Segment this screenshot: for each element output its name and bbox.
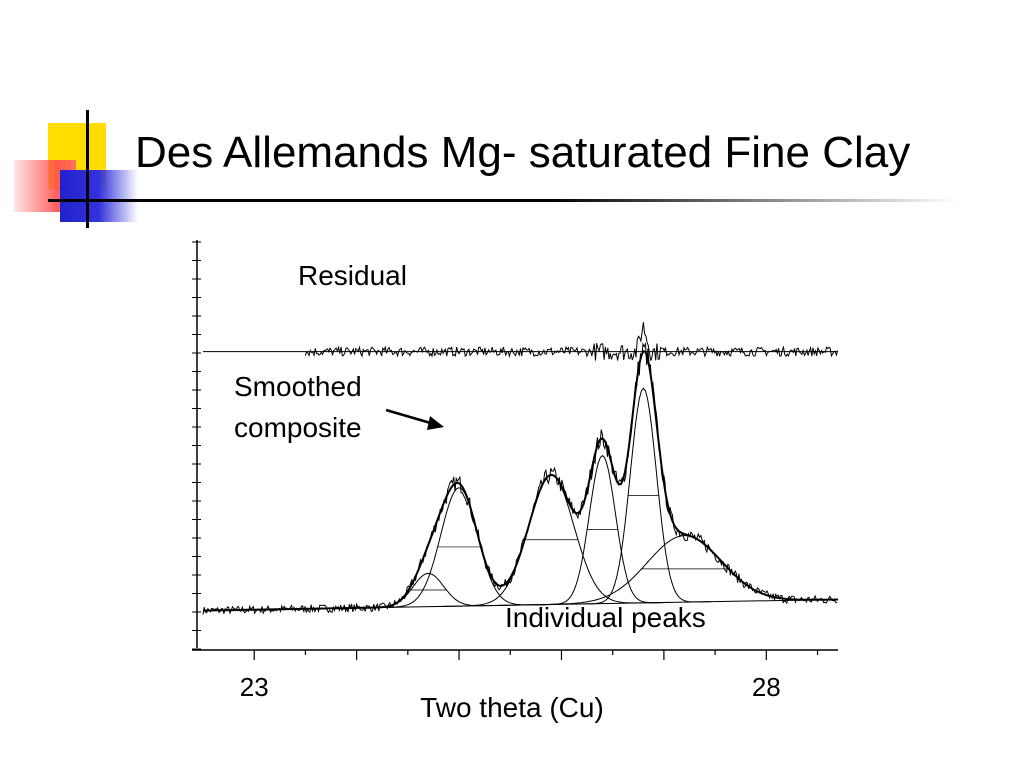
- smoothed-composite-curve: [203, 349, 838, 612]
- peak-curve-5: [575, 387, 712, 605]
- x-tick-label: 23: [240, 672, 269, 702]
- residual-trace: [304, 321, 839, 361]
- peak-curve-4: [534, 454, 671, 606]
- annotation-arrow-head: [427, 416, 444, 430]
- peak-curve-2: [364, 487, 553, 609]
- annotation-individual-peaks: Individual peaks: [505, 602, 706, 633]
- chart-axes: [192, 240, 838, 660]
- chart-curves: [202, 321, 839, 615]
- annotation-smoothed-line1: Smoothed: [234, 371, 362, 402]
- slide-title: Des Allemands Mg- saturated Fine Clay: [135, 128, 911, 177]
- annotation-arrow-line: [385, 408, 435, 426]
- decor-vertical-line: [86, 110, 89, 228]
- x-tick-label: 28: [752, 672, 781, 702]
- chart-texts: 23 28 Two theta (Cu) Residual Smoothed compos…: [234, 260, 781, 723]
- annotation-smoothed-line2: composite: [234, 412, 362, 443]
- annotation-residual: Residual: [298, 260, 407, 291]
- decor-blue-square: [60, 170, 138, 222]
- peak-curve-3: [434, 474, 668, 608]
- title-underline: [48, 199, 960, 202]
- x-axis-label: Two theta (Cu): [420, 692, 604, 723]
